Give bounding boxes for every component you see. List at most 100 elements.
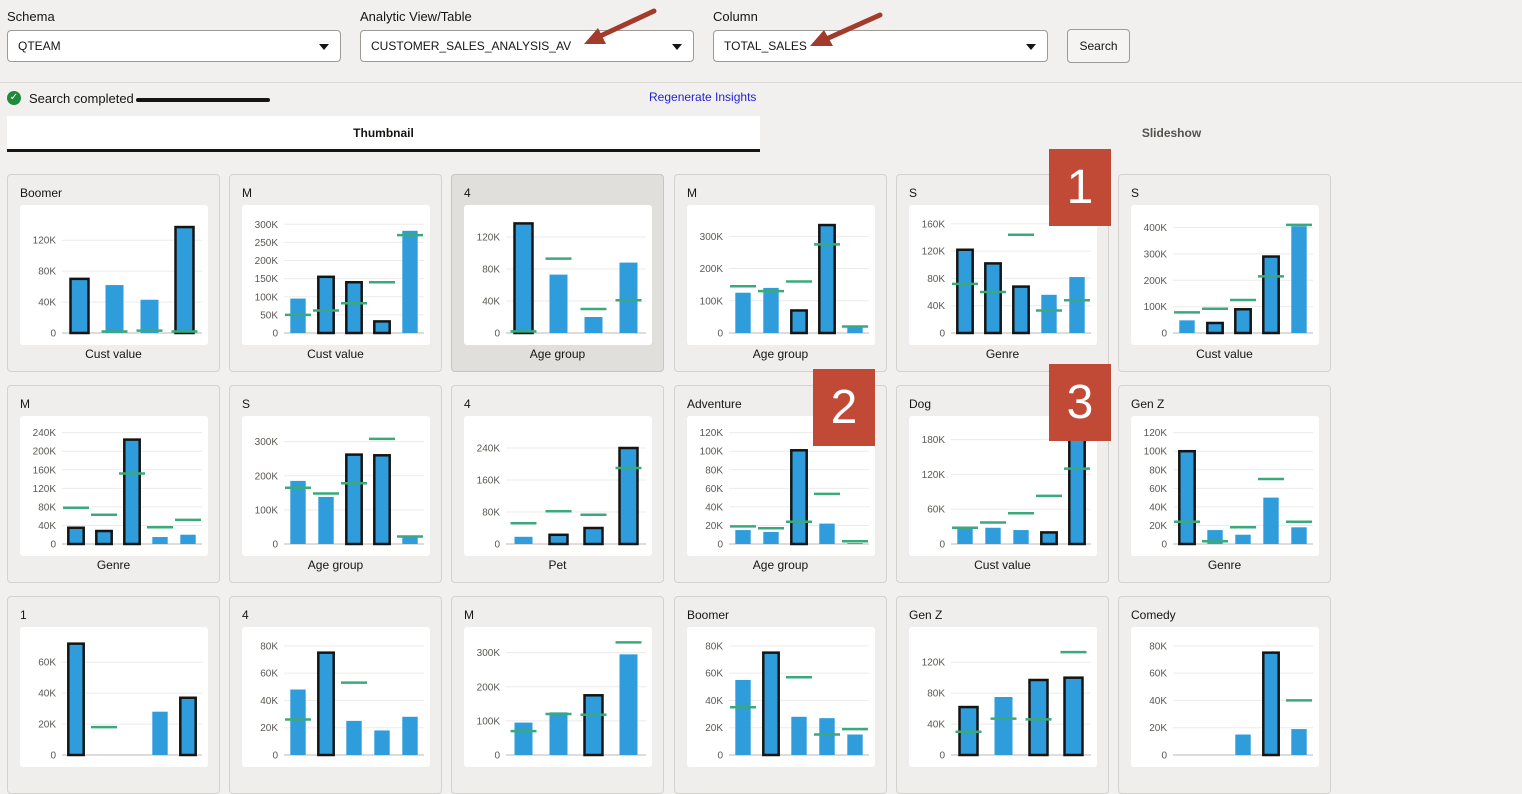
tab-thumbnail[interactable]: Thumbnail bbox=[7, 116, 760, 152]
insight-card[interactable]: 4 0 80K 160K 240K Pet bbox=[451, 385, 664, 583]
tick-label: 100K bbox=[1144, 447, 1168, 458]
insight-card[interactable]: Boomer 0 40K 80K 120K Cust value bbox=[7, 174, 220, 372]
search-button[interactable]: Search bbox=[1067, 29, 1130, 63]
bar bbox=[790, 449, 808, 546]
bar bbox=[95, 529, 113, 546]
tick-label: 40K bbox=[1149, 696, 1167, 707]
tick-label: 40K bbox=[705, 502, 723, 513]
bar bbox=[1291, 527, 1307, 544]
tick-label: 0 bbox=[1161, 751, 1167, 762]
bar bbox=[1262, 651, 1280, 757]
x-axis-label: Cust value bbox=[974, 558, 1031, 572]
insight-card[interactable]: Gen Z 0 20K 40K 60K 80K 100K 120K Genre bbox=[1118, 385, 1331, 583]
badge-3: 3 bbox=[1049, 364, 1111, 441]
tick-label: 80K bbox=[482, 508, 500, 519]
tick-label: 160K bbox=[33, 465, 57, 476]
chart-area: 0 20K 40K 60K 80K bbox=[1131, 627, 1319, 767]
tick-label: 200K bbox=[1144, 276, 1168, 287]
tick-label: 120K bbox=[922, 247, 946, 258]
card-title: Gen Z bbox=[1131, 397, 1165, 411]
bar bbox=[847, 543, 863, 544]
tick-label: 0 bbox=[1161, 540, 1167, 551]
insight-card[interactable]: 4 0 20K 40K 60K 80K bbox=[229, 596, 442, 794]
x-axis-label: Age group bbox=[307, 558, 364, 572]
chevron-down-icon[interactable] bbox=[319, 44, 329, 50]
tick-label: 0 bbox=[494, 329, 500, 340]
insight-card[interactable]: M 0 100K 200K 300K bbox=[451, 596, 664, 794]
chevron-down-icon[interactable] bbox=[672, 44, 682, 50]
divider bbox=[0, 82, 1522, 83]
tick-label: 100K bbox=[700, 296, 724, 307]
card-title: Comedy bbox=[1131, 608, 1176, 622]
schema-select[interactable]: QTEAM bbox=[7, 30, 341, 62]
x-axis-label: Cust value bbox=[1196, 347, 1253, 361]
bar-chart: 0 100K 200K 300K bbox=[700, 223, 869, 340]
bar bbox=[290, 480, 306, 544]
bar bbox=[152, 711, 168, 755]
insight-card[interactable]: M 0 50K 100K 150K 200K 250K 300K Cust value bbox=[229, 174, 442, 372]
tick-label: 0 bbox=[272, 540, 278, 551]
bar bbox=[152, 537, 168, 544]
tick-label: 80K bbox=[705, 641, 723, 652]
chart-area: 0 50K 100K 150K 200K 250K 300K bbox=[242, 205, 430, 345]
insight-card[interactable]: M 0 100K 200K 300K Age group bbox=[674, 174, 887, 372]
bar bbox=[619, 262, 638, 333]
insight-card[interactable]: Boomer 0 20K 40K 60K 80K bbox=[674, 596, 887, 794]
bar bbox=[819, 718, 835, 755]
regenerate-insights-link[interactable]: Regenerate Insights bbox=[649, 90, 757, 104]
tick-label: 0 bbox=[717, 751, 723, 762]
card-title: M bbox=[242, 186, 252, 200]
progress-bar bbox=[136, 98, 270, 102]
bar bbox=[847, 327, 863, 333]
insight-card[interactable]: S 0 100K 200K 300K 400K Cust value bbox=[1118, 174, 1331, 372]
tick-label: 120K bbox=[922, 658, 946, 669]
check-circle-icon: ✓ bbox=[7, 91, 21, 105]
chart-area: 0 20K 40K 60K 80K bbox=[687, 627, 875, 767]
insight-card[interactable]: Gen Z 0 40K 80K 120K bbox=[896, 596, 1109, 794]
column-select[interactable]: TOTAL_SALES bbox=[713, 30, 1048, 62]
bar bbox=[618, 446, 639, 546]
insight-card[interactable]: Comedy 0 20K 40K 60K 80K bbox=[1118, 596, 1331, 794]
insight-card[interactable]: 4 0 40K 80K 120K Age group bbox=[451, 174, 664, 372]
bar bbox=[1063, 676, 1084, 757]
insight-card[interactable]: S 0 40K 80K 120K 160K Genre bbox=[896, 174, 1109, 372]
tick-label: 40K bbox=[927, 301, 945, 312]
bar-chart: 0 40K 80K 120K bbox=[33, 225, 202, 340]
x-axis-label: Cust value bbox=[85, 347, 142, 361]
tick-label: 120K bbox=[922, 470, 946, 481]
insight-card[interactable]: M 0 40K 80K 120K 160K 200K 240K Genre bbox=[7, 385, 220, 583]
card-title: 4 bbox=[464, 186, 471, 200]
tick-label: 100K bbox=[477, 716, 501, 727]
tick-label: 60K bbox=[260, 669, 278, 680]
bar bbox=[67, 526, 85, 546]
view-select[interactable]: CUSTOMER_SALES_ANALYSIS_AV bbox=[360, 30, 694, 62]
bar-chart: 0 50K 100K 150K 200K 250K 300K bbox=[255, 220, 424, 340]
tick-label: 80K bbox=[1149, 465, 1167, 476]
tick-label: 200K bbox=[255, 256, 279, 267]
bar bbox=[1235, 534, 1251, 544]
insight-card[interactable]: 1 0 20K 40K 60K bbox=[7, 596, 220, 794]
card-title: S bbox=[909, 186, 918, 200]
bar-chart: 0 100K 200K 300K 400K bbox=[1144, 223, 1313, 340]
bar bbox=[1262, 255, 1280, 335]
tick-label: 0 bbox=[50, 751, 56, 762]
bar bbox=[174, 225, 195, 335]
insight-card[interactable]: S 0 100K 200K 300K Age group bbox=[229, 385, 442, 583]
chevron-down-icon[interactable] bbox=[1026, 44, 1036, 50]
tick-label: 300K bbox=[255, 437, 279, 448]
card-title: S bbox=[1131, 186, 1140, 200]
bar bbox=[584, 317, 603, 333]
bar-chart: 0 40K 80K 120K 160K 200K 240K bbox=[33, 428, 202, 551]
bar bbox=[140, 299, 159, 333]
bar bbox=[548, 533, 569, 546]
tick-label: 60K bbox=[705, 484, 723, 495]
arrow-annotation-icon bbox=[810, 12, 883, 46]
tab-slideshow[interactable]: Slideshow bbox=[1141, 126, 1202, 140]
tick-label: 0 bbox=[494, 540, 500, 551]
schema-label: Schema bbox=[7, 9, 55, 24]
card-title: M bbox=[20, 397, 30, 411]
bar bbox=[763, 287, 779, 333]
tick-label: 80K bbox=[38, 267, 56, 278]
tick-label: 240K bbox=[33, 428, 57, 439]
chart-area: 0 20K 40K 60K 80K 100K 120K bbox=[1131, 416, 1319, 556]
